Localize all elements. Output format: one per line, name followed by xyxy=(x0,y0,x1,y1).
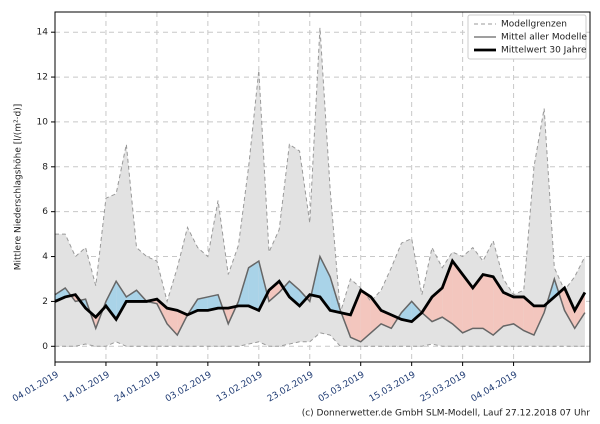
footer: (c) Donnerwetter.de GmbH SLM-Modell, Lau… xyxy=(302,409,591,419)
difference-fill xyxy=(462,274,473,333)
x-tick-label: 03.02.2019 xyxy=(164,370,214,405)
y-axis-label: Mittlere Niederschlagshöhe [l/(m²·d)] xyxy=(14,104,24,271)
y-tick-label: 6 xyxy=(42,207,48,217)
x-tick-label: 25.03.2019 xyxy=(419,370,469,405)
difference-fill xyxy=(248,261,259,311)
difference-fill xyxy=(472,274,483,329)
difference-fill xyxy=(442,261,453,324)
plot-frame xyxy=(54,11,591,363)
difference-fill xyxy=(116,281,127,320)
difference-fill xyxy=(503,292,514,327)
legend-box xyxy=(467,14,587,60)
difference-fill xyxy=(513,296,524,331)
climate-mean-line xyxy=(54,258,587,324)
difference-fill xyxy=(401,301,412,322)
y-tick-label: 12 xyxy=(37,73,48,83)
x-tick-label: 15.03.2019 xyxy=(368,370,418,405)
legend-label: Mittel aller Modelle xyxy=(501,33,587,43)
difference-fill xyxy=(493,276,504,336)
y-tick-label: 10 xyxy=(37,117,49,127)
y-tick-label: 4 xyxy=(42,252,48,262)
difference-fill xyxy=(483,274,494,336)
difference-fill xyxy=(197,296,208,311)
difference-fill xyxy=(350,290,361,342)
difference-fill xyxy=(105,281,117,320)
difference-fill xyxy=(360,290,371,342)
difference-fill xyxy=(370,296,382,333)
y-tick-label: 14 xyxy=(37,28,49,38)
model-upper-line xyxy=(55,27,586,313)
difference-fill xyxy=(574,292,585,329)
y-tick-label: 8 xyxy=(42,162,48,172)
x-tick-label: 05.03.2019 xyxy=(317,370,367,405)
difference-fill xyxy=(289,281,300,306)
y-tick-label: 2 xyxy=(42,297,48,307)
difference-fill xyxy=(523,296,534,336)
difference-fill xyxy=(207,294,219,311)
model-mean-line xyxy=(54,254,586,343)
x-tick-label: 24.01.2019 xyxy=(113,370,163,405)
difference-fill xyxy=(269,281,280,302)
legend-label: Mittelwert 30 Jahre xyxy=(501,46,587,56)
difference-fill xyxy=(411,301,422,322)
difference-fill xyxy=(452,261,463,333)
x-tick-label: 13.02.2019 xyxy=(215,370,265,405)
difference-fill xyxy=(564,287,575,329)
difference-fill xyxy=(319,256,331,311)
x-tick-label: 14.01.2019 xyxy=(62,370,112,405)
legend-label: Modellgrenzen xyxy=(501,20,567,30)
x-tick-label: 04.01.2019 xyxy=(11,370,61,405)
difference-fill xyxy=(126,290,137,302)
x-tick-label: 04.04.2019 xyxy=(470,370,520,405)
y-tick-label: 0 xyxy=(42,342,48,352)
x-tick-label: 23.02.2019 xyxy=(266,370,316,405)
difference-fill xyxy=(167,308,178,336)
